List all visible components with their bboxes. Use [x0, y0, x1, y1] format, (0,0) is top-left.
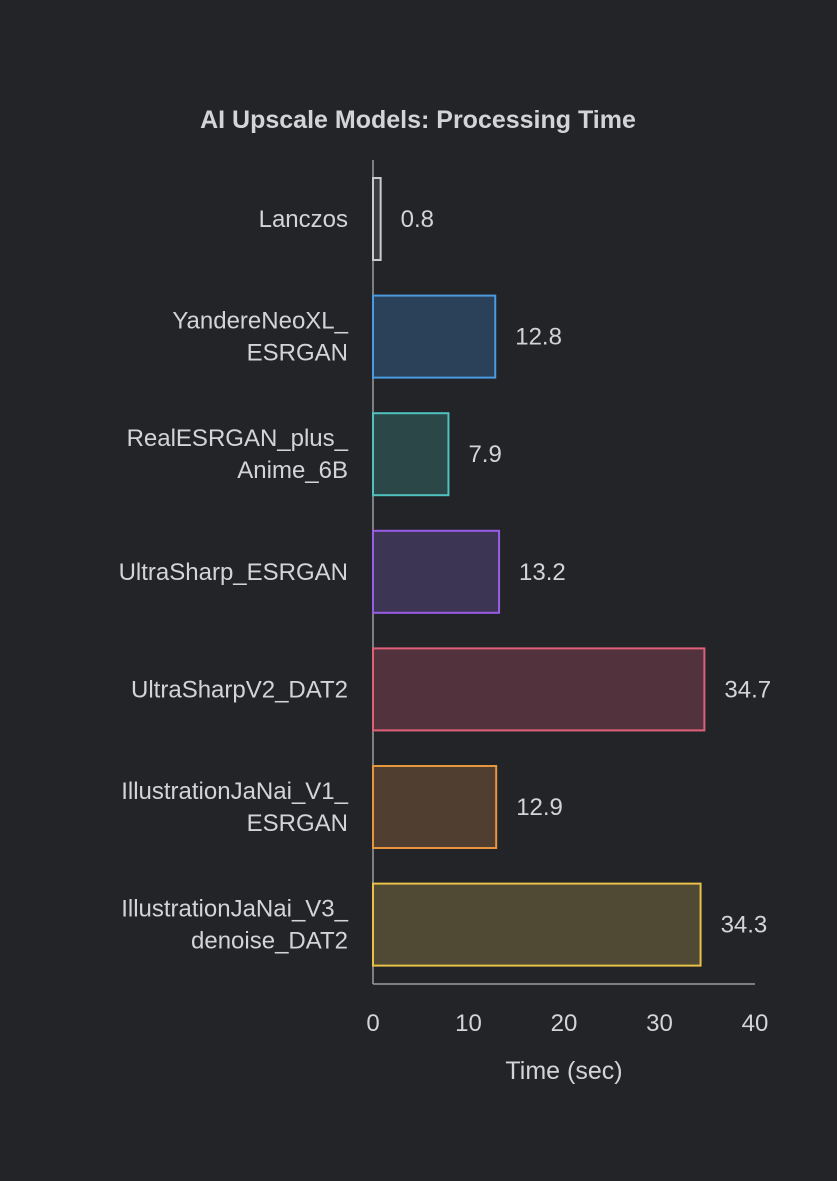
x-tick-label-10: 10: [455, 1010, 482, 1037]
bars-group: [372, 177, 706, 967]
x-axis-title: Time (sec): [505, 1057, 622, 1085]
bar-1: [372, 294, 497, 379]
category-label-5-line-0: IllustrationJaNai_V1_: [121, 778, 348, 805]
value-label-4: 34.7: [724, 676, 771, 703]
bar-5: [372, 765, 498, 849]
category-label-1-line-1: ESRGAN: [247, 340, 348, 367]
category-label-3: UltraSharp_ESRGAN: [119, 559, 348, 586]
bar-0: [372, 177, 382, 261]
category-label-2-line-1: Anime_6B: [237, 457, 348, 484]
x-tick-label-40: 40: [742, 1010, 769, 1037]
category-label-4: UltraSharpV2_DAT2: [131, 676, 348, 703]
value-label-3: 13.2: [519, 559, 566, 586]
x-tick-label-30: 30: [646, 1010, 673, 1037]
category-label-1-line-0: YandereNeoXL_: [172, 308, 348, 335]
bar-4: [372, 647, 706, 732]
bar-2: [372, 412, 450, 497]
category-label-5-line-1: ESRGAN: [247, 810, 348, 837]
category-label-6-line-1: denoise_DAT2: [191, 928, 348, 955]
category-labels-group: Lanczos YandereNeoXL_ ESRGAN RealESRGAN_plu…: [119, 206, 349, 955]
bar-6: [372, 882, 702, 967]
category-label-0: Lanczos: [259, 206, 348, 233]
x-tick-label-20: 20: [551, 1010, 578, 1037]
value-label-5: 12.9: [516, 794, 563, 821]
value-label-0: 0.8: [401, 206, 434, 233]
category-label-6-line-0: IllustrationJaNai_V3_: [121, 896, 348, 923]
x-tick-labels-group: 0 10 20 30 40: [366, 1010, 768, 1037]
value-label-6: 34.3: [721, 912, 768, 939]
x-tick-label-0: 0: [366, 1010, 379, 1037]
category-label-2-line-0: RealESRGAN_plus_: [127, 425, 349, 452]
value-label-1: 12.8: [515, 324, 562, 351]
value-label-2: 7.9: [468, 441, 501, 468]
value-labels-group: 0.8 12.8 7.9 13.2 34.7 12.9 34.3: [401, 206, 771, 939]
chart-title: AI Upscale Models: Processing Time: [200, 106, 636, 134]
bar-3: [372, 529, 501, 614]
